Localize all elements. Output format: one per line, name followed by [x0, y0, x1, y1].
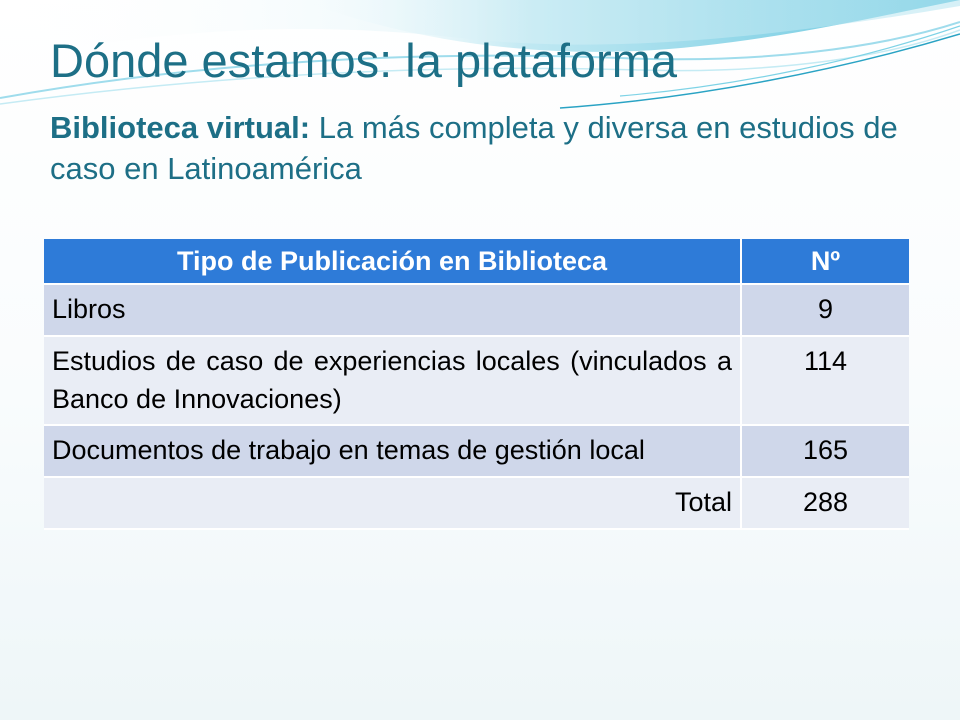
- publication-count-cell: 9: [741, 284, 909, 337]
- total-value: 288: [741, 477, 909, 530]
- slide-subtitle: Biblioteca virtual: La más completa y di…: [50, 108, 930, 190]
- header-count: Nº: [741, 239, 909, 285]
- table-total-row: Total 288: [44, 477, 909, 530]
- subtitle-text: La más completa y diversa en estudios de…: [50, 110, 898, 186]
- publication-count-cell: 114: [741, 335, 909, 427]
- publication-type-cell: Estudios de caso de experiencias locales…: [44, 335, 742, 427]
- publications-table: Tipo de Publicación en Biblioteca Nº Lib…: [44, 239, 909, 530]
- table-row: Libros 9: [44, 284, 909, 337]
- header-wave-decoration: [0, 0, 960, 109]
- slide-title: Dónde estamos: la plataforma: [50, 34, 677, 87]
- publication-count-cell: 165: [741, 425, 909, 479]
- header-publication-type: Tipo de Publicación en Biblioteca: [44, 239, 742, 285]
- table-row: Documentos de trabajo en temas de gestió…: [44, 425, 909, 479]
- publication-type-cell: Libros: [44, 284, 742, 337]
- publication-type-cell: Documentos de trabajo en temas de gestió…: [44, 425, 742, 479]
- table-header-row: Tipo de Publicación en Biblioteca Nº: [44, 239, 909, 285]
- table-row: Estudios de caso de experiencias locales…: [44, 335, 909, 427]
- subtitle-label: Biblioteca virtual:: [50, 110, 311, 145]
- total-label: Total: [44, 477, 742, 530]
